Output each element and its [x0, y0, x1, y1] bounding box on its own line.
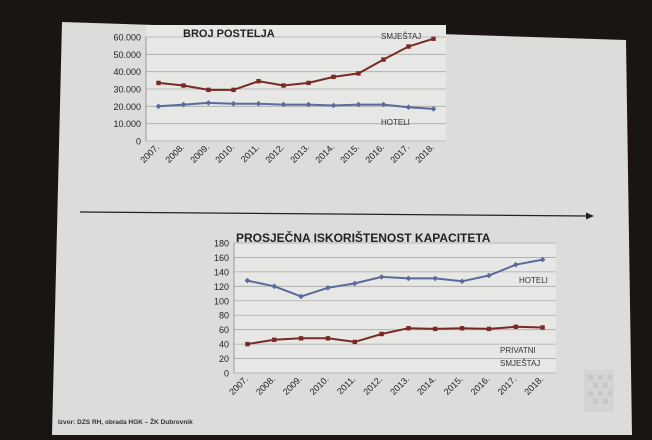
data-point	[325, 336, 331, 341]
series-line	[247, 325, 543, 346]
y-tick-label: 40	[219, 340, 229, 350]
data-point	[512, 261, 519, 268]
y-tick-label: 30.000	[113, 85, 141, 95]
y-tick-label: 10.000	[113, 119, 141, 129]
chart2-series-label-privatni-line1: PRIVATNI	[500, 346, 536, 355]
source-note: Izvor: DZS RH, obrada HGK – ŽK Dubrovnik	[58, 417, 193, 426]
data-point	[230, 100, 237, 107]
data-point	[406, 44, 411, 49]
series-line	[247, 258, 543, 298]
data-point	[355, 101, 362, 108]
y-tick-label: 140	[214, 267, 229, 277]
data-point	[155, 103, 162, 110]
data-point	[306, 80, 311, 86]
data-point	[378, 274, 385, 280]
data-point	[430, 106, 437, 112]
chart2-title: PROSJEČNA ISKORIŠTENOST KAPACITETA	[236, 230, 491, 245]
data-point	[405, 275, 412, 282]
data-point	[513, 324, 518, 329]
data-point	[379, 331, 384, 337]
data-point	[486, 326, 492, 332]
chart2-series	[244, 256, 546, 347]
chart1-series	[155, 36, 437, 112]
data-point	[305, 101, 312, 108]
data-point	[381, 57, 386, 62]
data-point	[540, 325, 545, 330]
data-point	[380, 101, 387, 108]
data-point	[255, 100, 262, 107]
series-line	[158, 37, 434, 91]
data-point	[433, 326, 438, 332]
y-tick-label: 50.000	[113, 50, 141, 60]
hgk-logo	[584, 370, 614, 412]
data-point	[298, 293, 304, 300]
chart2-series-label-privatni-line2: SMJEŠTAJ	[500, 359, 540, 368]
data-point	[181, 83, 186, 88]
data-point	[271, 283, 278, 290]
data-point	[325, 284, 331, 291]
y-tick-label: 20.000	[113, 102, 141, 112]
data-point	[298, 336, 304, 341]
data-point	[486, 272, 492, 279]
divider-arrow	[79, 211, 594, 220]
data-point	[431, 36, 436, 41]
y-tick-label: 0	[136, 137, 141, 147]
data-point	[330, 102, 337, 109]
chart1-y-ticks: 0 10.000 20.000 30.000 40.000 50.000 60.000	[113, 33, 141, 147]
data-point	[459, 326, 465, 331]
y-tick-label: 20	[219, 354, 229, 364]
data-point	[272, 337, 277, 342]
y-tick-label: 60.000	[113, 33, 141, 43]
series-line	[158, 101, 434, 110]
chart1-title: BROJ POSTELJA	[183, 28, 275, 40]
y-tick-label: 40.000	[113, 67, 141, 77]
data-point	[432, 275, 439, 282]
data-point	[180, 101, 187, 108]
data-point	[352, 339, 357, 345]
data-point	[206, 87, 211, 93]
data-point	[280, 101, 287, 108]
y-tick-label: 120	[214, 282, 229, 292]
y-tick-label: 0	[224, 369, 229, 379]
data-point	[356, 71, 361, 76]
data-point	[244, 277, 251, 284]
chart2-series-label-hoteli: HOTELI	[519, 276, 548, 285]
data-point	[205, 100, 212, 106]
data-point	[256, 79, 261, 84]
y-tick-label: 180	[214, 239, 229, 249]
y-tick-label: 60	[219, 325, 229, 335]
data-point	[245, 341, 250, 347]
data-point	[405, 104, 412, 110]
chart2-plot-area	[234, 243, 556, 373]
data-point	[459, 278, 465, 285]
chart2-y-ticks: 0 20 40 60 80 100 120 140 160 180	[214, 239, 229, 379]
chart1-gridlines	[145, 36, 446, 142]
y-tick-label: 80	[219, 311, 229, 321]
data-point	[281, 83, 286, 88]
data-point	[406, 326, 411, 331]
chart1-series-label-hoteli: HOTELI	[381, 118, 410, 127]
data-point	[231, 87, 236, 93]
chart2-gridlines	[233, 242, 556, 374]
data-point	[331, 74, 336, 80]
y-tick-label: 100	[214, 296, 229, 306]
data-point	[156, 80, 161, 86]
chart1-series-label-smjestaj: SMJEŠTAJ	[381, 32, 421, 41]
y-tick-label: 160	[214, 253, 229, 263]
data-point	[351, 280, 358, 287]
data-point	[539, 256, 546, 263]
chart-broj-postelja: 0 10.000 20.000 30.000 40.000 50.000 60.000 20…	[113, 25, 446, 165]
